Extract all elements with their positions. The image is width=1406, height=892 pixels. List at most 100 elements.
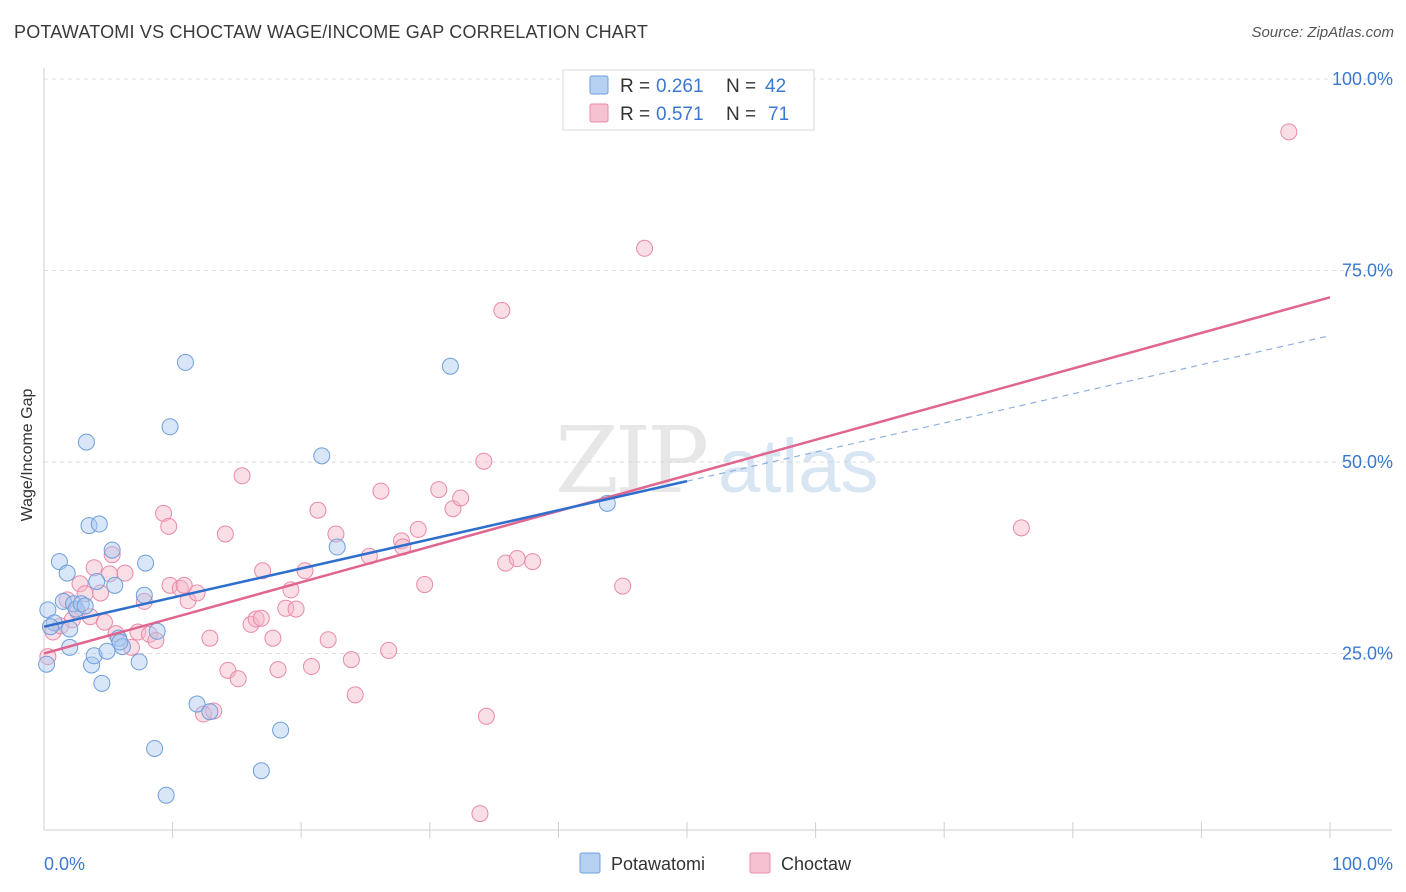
legend-r-label: R =: [620, 104, 650, 125]
y-tick-label: 50.0%: [1342, 452, 1393, 472]
potawatomi-point: [157, 786, 175, 804]
potawatomi-point: [41, 618, 59, 636]
choctaw-point: [452, 489, 470, 507]
legend-n-label: N =: [726, 104, 756, 125]
legend-swatch-choctaw: [589, 103, 609, 123]
choctaw-point: [636, 239, 654, 257]
choctaw-point: [475, 452, 493, 470]
choctaw-point: [147, 631, 165, 649]
potawatomi-point: [137, 554, 155, 572]
grid-layer: [44, 78, 1392, 654]
trend-layer: [43, 296, 1331, 655]
choctaw-point: [264, 629, 282, 647]
watermark: ZIP atlas: [555, 407, 879, 514]
choctaw-point: [524, 553, 542, 571]
choctaw-point: [85, 559, 103, 577]
choctaw-point: [233, 467, 251, 485]
svg-text:atlas: atlas: [718, 424, 879, 509]
y-tick-label: 25.0%: [1342, 644, 1393, 664]
choctaw-point: [327, 525, 345, 543]
choctaw-point: [92, 584, 110, 602]
bottom-legend-swatch-potawatomi: [579, 852, 601, 874]
potawatomi-point: [58, 564, 76, 582]
potawatomi-point: [146, 739, 164, 757]
choctaw-point: [247, 610, 265, 628]
choctaw-point: [269, 661, 287, 679]
x-tick-labels: 0.0% 100.0%: [44, 854, 1393, 874]
potawatomi-point: [38, 655, 56, 673]
potawatomi-point: [113, 638, 131, 656]
choctaw-point: [416, 576, 434, 594]
potawatomi-point: [77, 433, 95, 451]
choctaw-point: [430, 481, 448, 499]
choctaw-point: [508, 550, 526, 568]
source-label: Source: ZipAtlas.com: [1251, 24, 1394, 41]
chart-title: POTAWATOMI VS CHOCTAW WAGE/INCOME GAP CO…: [14, 22, 649, 42]
legend-r-value: 0.261: [656, 76, 704, 97]
potawatomi-point: [252, 762, 270, 780]
choctaw-point: [302, 658, 320, 676]
potawatomi-point: [54, 592, 72, 610]
x-tick-label: 100.0%: [1332, 854, 1393, 874]
potawatomi-point: [272, 721, 290, 739]
choctaw-point: [116, 564, 134, 582]
choctaw-point: [71, 575, 89, 593]
potawatomi-point: [111, 633, 129, 651]
x-tick-label: 0.0%: [44, 854, 85, 874]
potawatomi-point: [88, 572, 106, 590]
potawatomi-point: [441, 357, 459, 375]
choctaw-point: [1012, 519, 1030, 537]
choctaw-point: [372, 482, 390, 500]
potawatomi-point: [188, 695, 206, 713]
potawatomi-point: [93, 674, 111, 692]
choctaw-point: [194, 705, 212, 723]
bottom-legend-label-choctaw: Choctaw: [781, 854, 852, 874]
y-tick-label: 100.0%: [1332, 69, 1393, 89]
legend: R = 0.261 N = 42 R = 0.571 N = 71: [562, 69, 815, 131]
svg-text:ZIP: ZIP: [555, 407, 706, 514]
choctaw-point: [614, 577, 632, 595]
potawatomi-point: [135, 586, 153, 604]
choctaw-point: [254, 562, 272, 580]
choctaw-point: [252, 609, 270, 627]
potawatomi-point: [313, 447, 331, 465]
y-tick-label: 75.0%: [1342, 261, 1393, 281]
legend-r-label: R =: [620, 76, 650, 97]
potawatomi-point: [76, 597, 94, 615]
potawatomi-point: [176, 353, 194, 371]
legend-n-value: 42: [765, 76, 786, 97]
potawatomi-trend-line: [43, 479, 688, 628]
choctaw-point: [1280, 123, 1298, 141]
potawatomi-point: [148, 622, 166, 640]
choctaw-point: [309, 501, 327, 519]
axes-layer: [43, 68, 1392, 838]
legend-r-value: 0.571: [656, 104, 704, 125]
potawatomi-point: [98, 642, 116, 660]
choctaw-point: [319, 631, 337, 649]
legend-n-label: N =: [726, 76, 756, 97]
bottom-legend: Potawatomi Choctaw: [579, 852, 852, 874]
potawatomi-point: [67, 600, 85, 618]
potawatomi-point: [85, 647, 103, 665]
choctaw-point: [216, 525, 234, 543]
choctaw-point: [155, 504, 173, 522]
potawatomi-point: [130, 653, 148, 671]
choctaw-point: [380, 641, 398, 659]
bottom-legend-swatch-choctaw: [749, 852, 771, 874]
potawatomi-point: [161, 418, 179, 436]
points-layer: [38, 123, 1298, 823]
choctaw-point: [346, 686, 364, 704]
choctaw-point: [409, 520, 427, 538]
choctaw-point: [287, 600, 305, 618]
potawatomi-point: [201, 703, 219, 721]
choctaw-point: [242, 615, 260, 633]
choctaw-point: [161, 576, 179, 594]
potawatomi-point: [106, 576, 124, 594]
legend-swatch-potawatomi: [589, 75, 609, 95]
potawatomi-point: [328, 538, 346, 556]
choctaw-point: [229, 670, 247, 688]
choctaw-trend-line: [43, 296, 1331, 655]
choctaw-point: [103, 546, 121, 564]
legend-n-value: 71: [768, 104, 789, 125]
